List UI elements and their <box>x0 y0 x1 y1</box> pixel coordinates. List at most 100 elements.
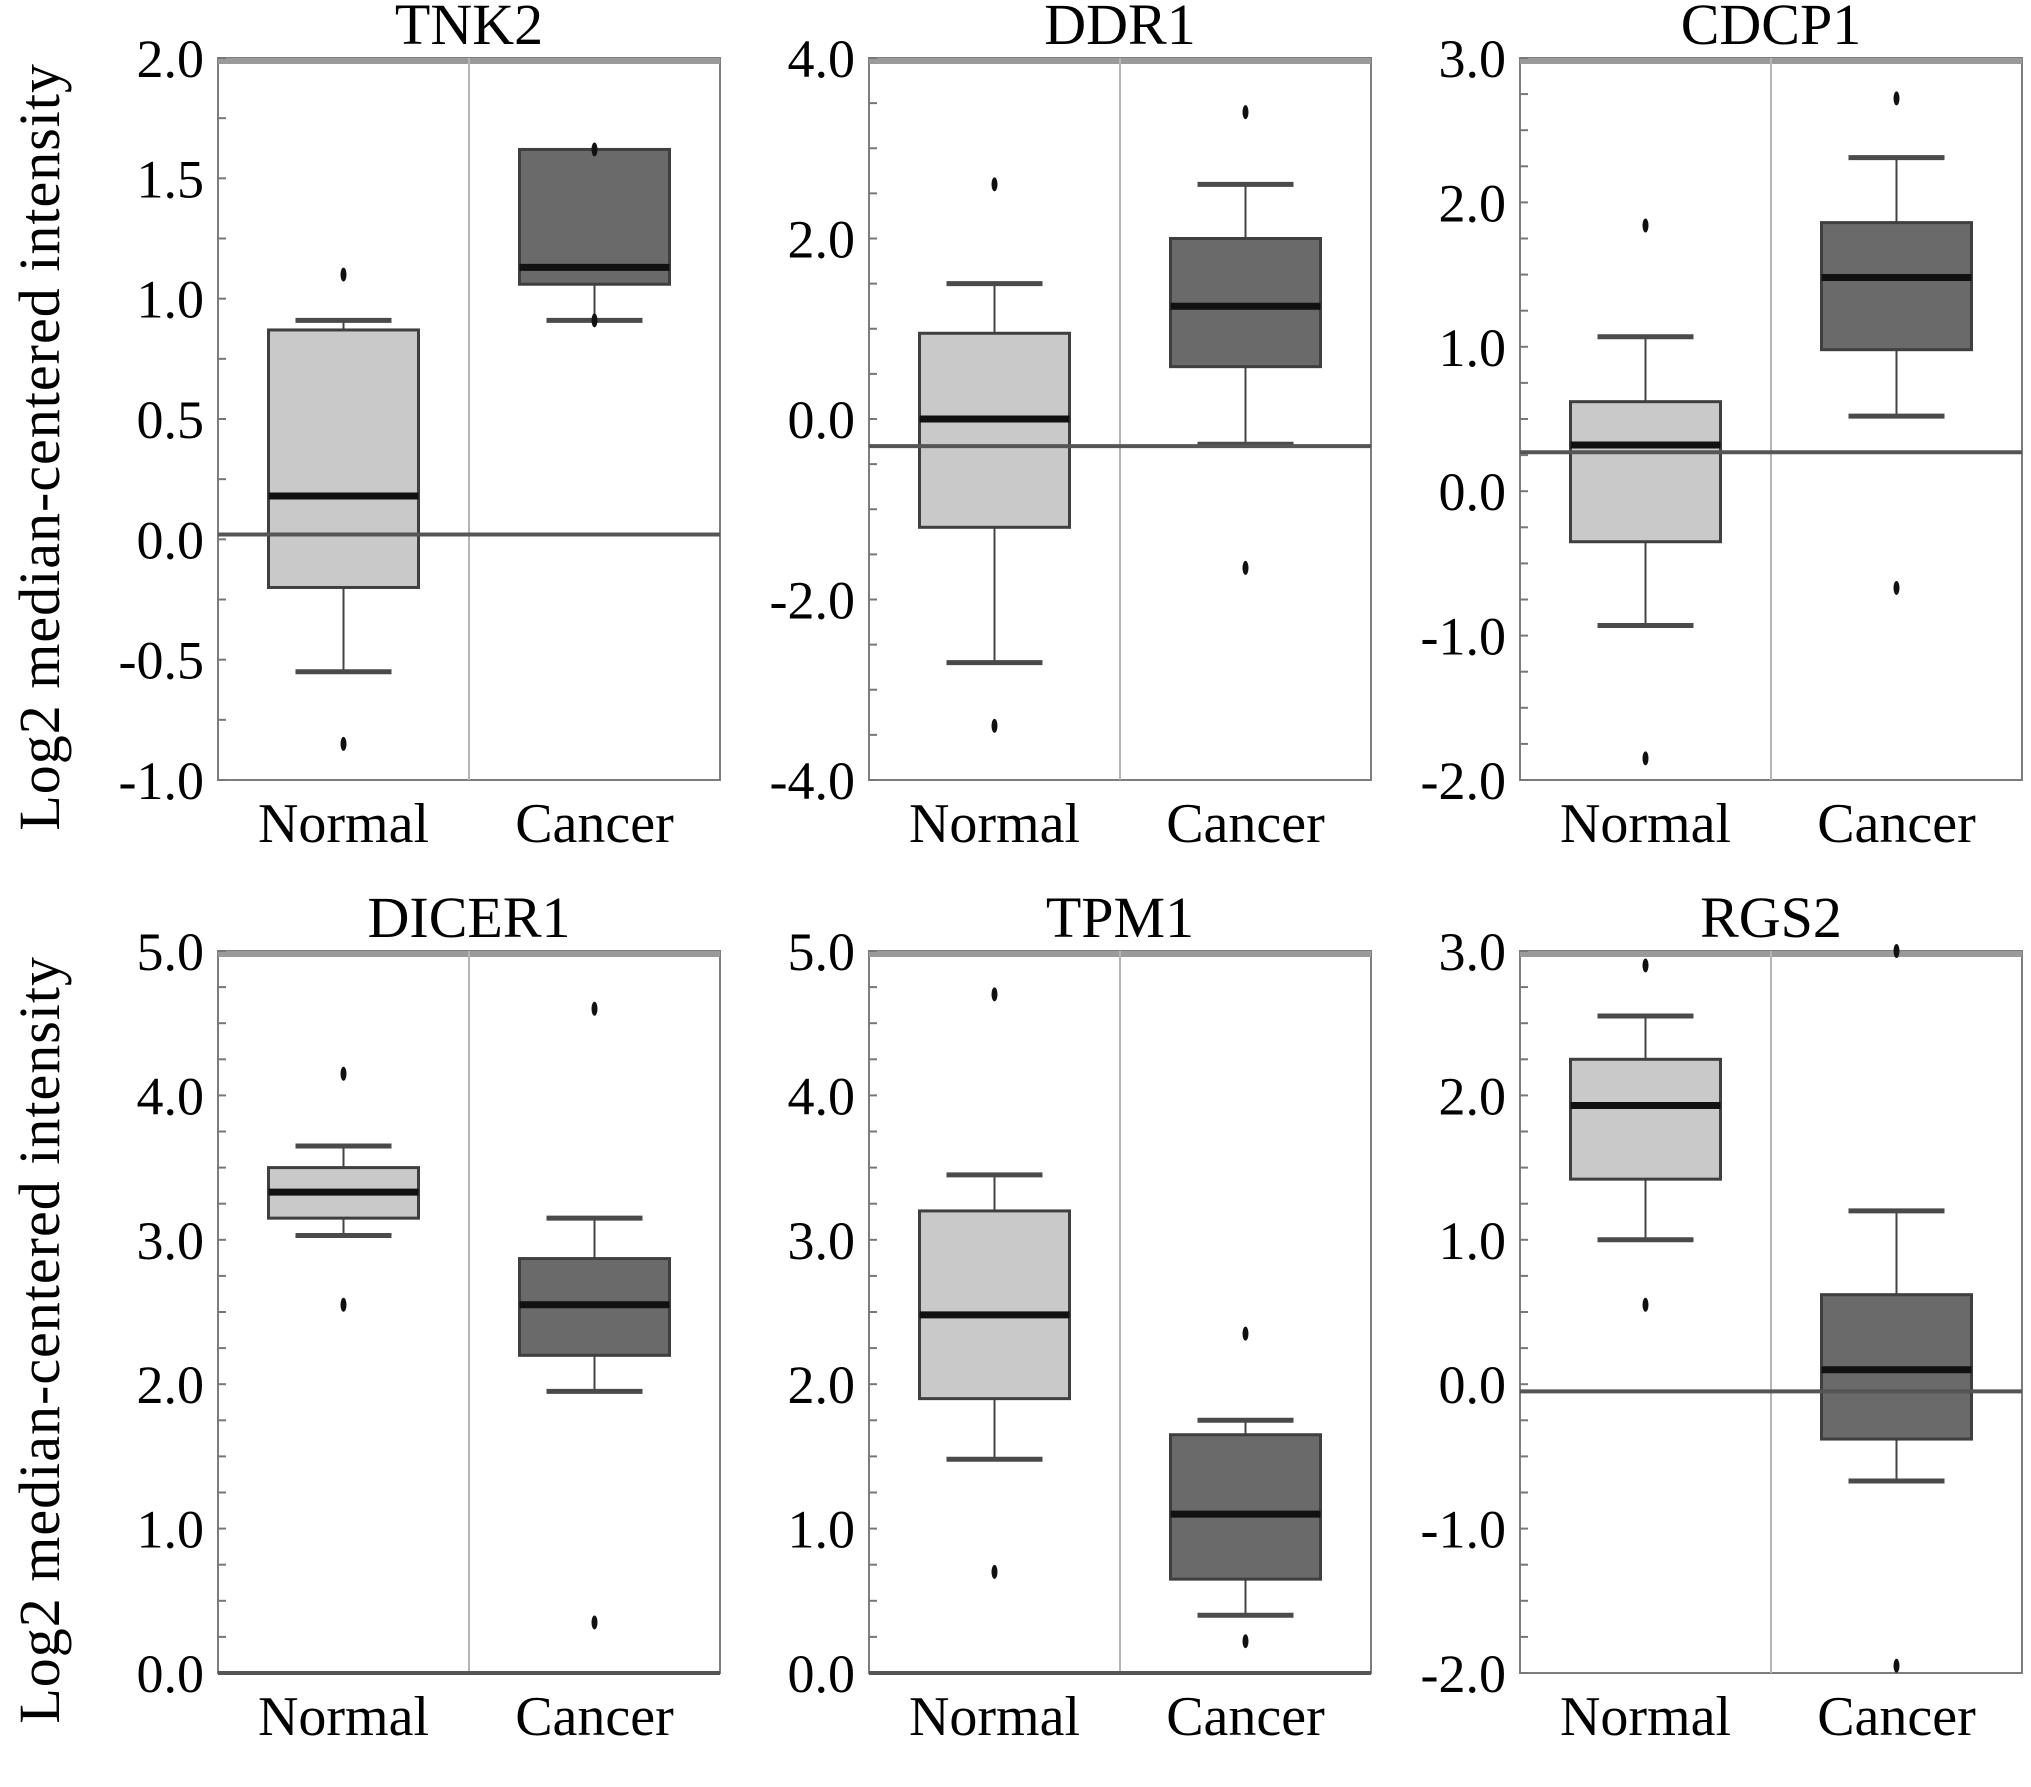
y-tick-label: -4.0 <box>770 751 855 811</box>
boxplot-canvas: 3.0 2.0 1.0 0.0 -1.0 -2.0 CDCP1 Normal Cancer <box>1421 0 2023 855</box>
category-label: Normal <box>258 1686 429 1748</box>
panel-title: TPM1 <box>1046 893 1194 950</box>
outlier-point <box>591 142 598 157</box>
outlier-point <box>991 987 998 1002</box>
y-tick-label: 1.0 <box>1439 1211 1507 1271</box>
outlier-point <box>1893 580 1900 595</box>
category-label: Cancer <box>1817 793 1976 855</box>
category-label: Normal <box>1560 793 1731 855</box>
category-label: Cancer <box>515 793 674 855</box>
outlier-point <box>991 718 998 733</box>
panel-tpm1: 5.0 4.0 3.0 2.0 1.0 0.0 TPM1 Normal Cancer <box>729 893 1380 1787</box>
panel-cdcp1: 3.0 2.0 1.0 0.0 -1.0 -2.0 CDCP1 Normal Cancer <box>1380 0 2031 893</box>
y-tick-label: -1.0 <box>1421 607 1506 667</box>
outlier-point <box>1642 1297 1649 1312</box>
panel-ddr1: 4.0 2.0 0.0 -2.0 -4.0 DDR1 Normal Cancer <box>729 0 1380 893</box>
y-tick-label: 2.0 <box>1439 173 1507 233</box>
outlier-point <box>1642 751 1649 766</box>
y-tick-label: 0.0 <box>137 1644 205 1704</box>
outlier-point <box>1242 105 1249 120</box>
y-tick-label: -2.0 <box>1421 1644 1506 1704</box>
outlier-point <box>340 1297 347 1312</box>
y-tick-label: 4.0 <box>788 29 856 89</box>
category-label: Cancer <box>1166 1686 1325 1748</box>
outlier-point <box>1242 1634 1249 1649</box>
y-tick-label: -0.5 <box>119 631 204 691</box>
category-label: Cancer <box>515 1686 674 1748</box>
category-label: Normal <box>258 793 429 855</box>
y-tick-label: 5.0 <box>788 922 856 982</box>
outlier-point <box>591 313 598 328</box>
outlier-point <box>991 177 998 192</box>
y-tick-label: 5.0 <box>137 922 205 982</box>
outlier-point <box>1893 944 1900 958</box>
y-tick-label: 2.0 <box>788 210 856 270</box>
y-tick-label: -1.0 <box>119 751 204 811</box>
iqr-box <box>1820 221 1973 352</box>
y-tick-label: 4.0 <box>788 1066 856 1126</box>
outlier-point <box>340 736 347 751</box>
outlier-point <box>1642 218 1649 233</box>
category-label: Cancer <box>1817 1686 1976 1748</box>
outlier-point <box>1242 560 1249 575</box>
category-label: Cancer <box>1166 793 1325 855</box>
panel-title: CDCP1 <box>1681 0 1862 57</box>
boxplot-canvas: 4.0 2.0 0.0 -2.0 -4.0 DDR1 Normal Cancer <box>770 0 1372 855</box>
outlier-point <box>591 1001 598 1016</box>
y-tick-label: 1.0 <box>1439 318 1507 378</box>
category-label: Normal <box>1560 1686 1731 1748</box>
y-axis-label-cell-row1: Log2 median-centered intensity <box>0 0 78 893</box>
iqr-box <box>1169 1433 1322 1581</box>
y-tick-label: 2.0 <box>788 1355 856 1415</box>
y-tick-label: 1.0 <box>137 270 205 330</box>
y-tick-label: 4.0 <box>137 1066 205 1126</box>
outlier-point <box>591 1615 598 1630</box>
boxplot-canvas: 5.0 4.0 3.0 2.0 1.0 0.0 DICER1 Normal Cancer <box>137 893 721 1748</box>
outlier-point <box>340 267 347 282</box>
y-tick-label: -2.0 <box>770 571 855 631</box>
y-tick-label: 1.0 <box>137 1500 205 1560</box>
y-tick-label: -2.0 <box>1421 751 1506 811</box>
boxplot-canvas: 3.0 2.0 1.0 0.0 -1.0 -2.0 RGS2 Normal Cancer <box>1421 893 2023 1748</box>
y-tick-label: 0.0 <box>1439 462 1507 522</box>
outlier-point <box>1242 1326 1249 1341</box>
y-tick-label: 2.0 <box>137 1355 205 1415</box>
outlier-point <box>991 1564 998 1579</box>
outlier-point <box>1893 1658 1900 1673</box>
boxplot-canvas: 5.0 4.0 3.0 2.0 1.0 0.0 TPM1 Normal Cancer <box>788 893 1372 1748</box>
panel-title: DDR1 <box>1044 0 1195 57</box>
y-tick-label: 0.5 <box>137 390 205 450</box>
panel-title: RGS2 <box>1700 893 1842 950</box>
iqr-box <box>1569 1057 1722 1181</box>
y-tick-label: 3.0 <box>788 1211 856 1271</box>
y-tick-label: 0.0 <box>137 510 205 570</box>
iqr-box <box>918 1209 1071 1401</box>
iqr-box <box>918 331 1071 529</box>
panel-tnk2: 2.0 1.5 1.0 0.5 0.0 -0.5 -1.0 TNK2 Normal Cancer <box>78 0 729 893</box>
y-tick-label: 2.0 <box>137 29 205 89</box>
y-axis-label: Log2 median-centered intensity <box>6 956 72 1724</box>
y-tick-label: 3.0 <box>137 1211 205 1271</box>
y-tick-label: 2.0 <box>1439 1066 1507 1126</box>
panel-title: TNK2 <box>395 0 543 57</box>
panel-title: DICER1 <box>368 893 571 950</box>
y-tick-label: 3.0 <box>1439 922 1507 982</box>
iqr-box <box>1169 237 1322 369</box>
boxplot-canvas: 2.0 1.5 1.0 0.5 0.0 -0.5 -1.0 TNK2 Normal Cancer <box>119 0 721 855</box>
panel-rgs2: 3.0 2.0 1.0 0.0 -1.0 -2.0 RGS2 Normal Cancer <box>1380 893 2031 1787</box>
iqr-box <box>1569 400 1722 544</box>
outlier-point <box>1893 91 1900 106</box>
y-tick-label: -1.0 <box>1421 1500 1506 1560</box>
y-tick-label: 0.0 <box>788 390 856 450</box>
outlier-point <box>340 1066 347 1081</box>
y-tick-label: 3.0 <box>1439 29 1507 89</box>
category-label: Normal <box>909 1686 1080 1748</box>
panel-dicer1: 5.0 4.0 3.0 2.0 1.0 0.0 DICER1 Normal Cancer <box>78 893 729 1787</box>
y-tick-label: 1.5 <box>137 149 205 209</box>
y-tick-label: 0.0 <box>788 1644 856 1704</box>
outlier-point <box>1642 958 1649 973</box>
iqr-box <box>267 328 420 589</box>
y-tick-label: 0.0 <box>1439 1355 1507 1415</box>
y-tick-label: 1.0 <box>788 1500 856 1560</box>
